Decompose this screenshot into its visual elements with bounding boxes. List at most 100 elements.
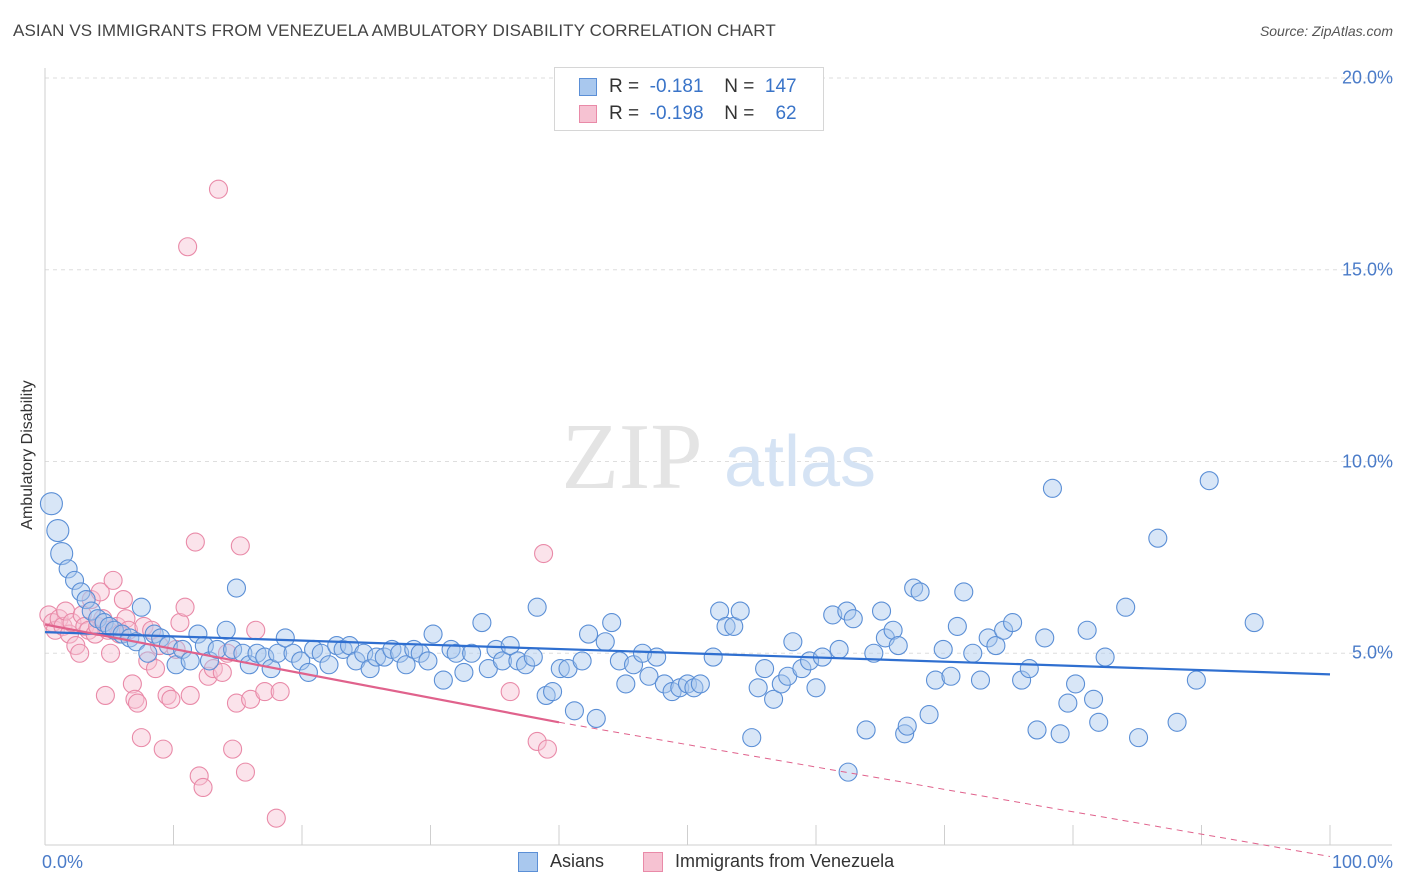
data-point <box>374 647 394 667</box>
data-point <box>837 601 857 621</box>
data-point <box>925 670 946 690</box>
legend-r-value: -0.198 <box>649 103 704 124</box>
legend-r-label: R = <box>609 76 640 97</box>
data-point <box>145 659 166 679</box>
data-point <box>116 609 136 629</box>
data-point <box>871 601 892 621</box>
data-point <box>122 674 142 694</box>
data-point <box>492 651 513 671</box>
bottom-legend-asians: Asians <box>518 851 604 872</box>
data-point <box>153 739 173 759</box>
legend-n-label: N = <box>724 76 755 97</box>
data-point <box>764 689 784 709</box>
data-point <box>910 582 930 602</box>
data-point <box>319 655 339 675</box>
data-point <box>180 651 200 671</box>
data-point <box>978 628 998 648</box>
legend-n-value: 147 <box>764 76 797 97</box>
data-point <box>941 666 961 686</box>
data-point <box>311 643 331 663</box>
data-point <box>103 570 123 590</box>
data-point <box>193 777 213 798</box>
data-point <box>537 739 557 759</box>
trend-lines <box>44 623 1331 857</box>
y-tick-label: 10.0% <box>1341 451 1393 471</box>
data-point <box>216 620 236 640</box>
data-point <box>50 541 74 566</box>
data-point <box>647 647 667 667</box>
data-point <box>270 682 290 702</box>
data-point <box>1012 670 1032 690</box>
data-point <box>783 632 803 652</box>
data-point <box>46 518 70 543</box>
data-point <box>550 659 570 679</box>
watermark: ZIP atlas <box>562 405 877 509</box>
data-point <box>1058 693 1078 713</box>
data-point <box>1186 670 1206 690</box>
data-point <box>888 636 908 656</box>
data-point <box>207 639 227 659</box>
data-point <box>246 620 266 640</box>
data-point <box>396 655 416 675</box>
asian-points <box>39 471 1264 782</box>
data-point <box>838 762 858 782</box>
data-point <box>127 693 148 713</box>
data-point <box>654 674 674 694</box>
data-point <box>534 543 554 564</box>
data-point <box>131 597 151 617</box>
y-tick-label: 15.0% <box>1341 259 1393 280</box>
x-tick-min: 0.0% <box>42 852 84 872</box>
data-point <box>516 655 536 675</box>
data-point <box>70 643 90 663</box>
data-point <box>283 643 303 663</box>
data-point <box>1095 647 1115 667</box>
data-point <box>856 720 876 740</box>
data-point <box>730 601 750 621</box>
bottom-legend-swatch-blue <box>518 851 538 872</box>
data-point <box>500 682 520 702</box>
data-point <box>823 605 843 625</box>
chart-source: Source: ZipAtlas.com <box>1259 23 1393 39</box>
data-point <box>486 639 506 659</box>
data-point <box>81 601 101 621</box>
data-point <box>963 643 983 663</box>
data-point <box>1089 712 1109 732</box>
data-point <box>454 662 474 682</box>
bottom-legend-label: Asians <box>550 851 605 871</box>
data-point <box>418 651 438 671</box>
data-point <box>986 636 1006 656</box>
data-point <box>1084 689 1104 709</box>
data-point <box>864 643 884 663</box>
x-tick-max: 100.0% <box>1331 852 1393 872</box>
data-point <box>275 628 295 648</box>
data-point <box>527 597 547 617</box>
data-point <box>65 570 85 590</box>
data-point <box>703 647 723 667</box>
axes <box>44 68 1392 846</box>
data-point <box>266 808 286 828</box>
data-point <box>1148 528 1168 548</box>
data-point <box>883 620 903 640</box>
data-point <box>180 685 200 705</box>
data-point <box>771 674 791 694</box>
data-point <box>100 643 121 663</box>
y-tick-label: 20.0% <box>1341 67 1393 88</box>
data-point <box>433 670 453 690</box>
data-point <box>1042 478 1062 498</box>
data-point <box>223 739 243 759</box>
data-point <box>527 731 547 752</box>
data-point <box>268 643 288 663</box>
data-point <box>230 536 250 556</box>
data-point <box>1199 471 1219 491</box>
data-point <box>95 685 115 705</box>
data-point <box>226 578 247 598</box>
data-point <box>1128 728 1149 748</box>
legend-row-venezuela: R = -0.198 N = 62 <box>579 102 797 126</box>
data-point <box>366 647 387 667</box>
data-point <box>755 659 775 679</box>
data-point <box>189 766 209 786</box>
stats-legend: R = -0.181 N = 147 R = -0.198 N = 62 <box>554 67 824 131</box>
data-point <box>131 728 151 748</box>
data-point <box>138 651 158 671</box>
data-point <box>716 616 736 636</box>
